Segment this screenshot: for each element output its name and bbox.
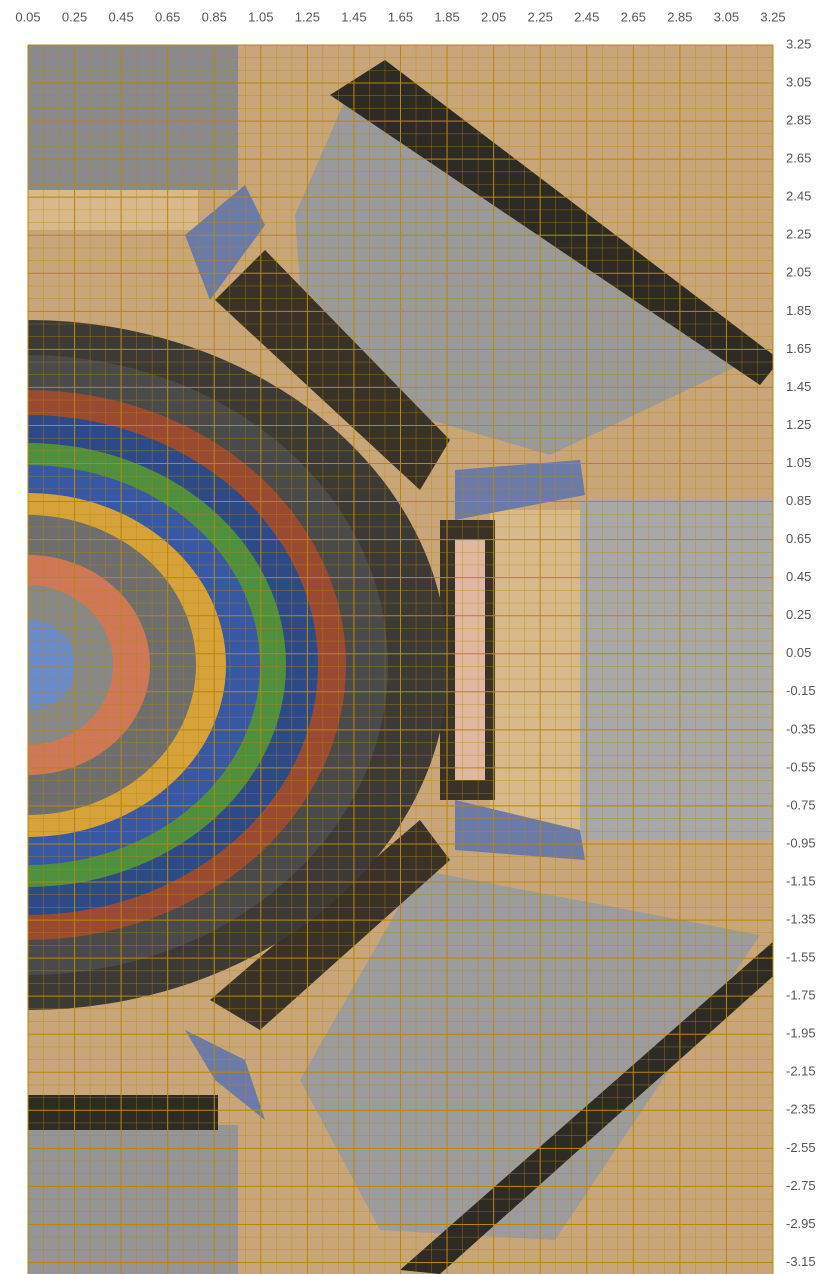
y-tick-label: 0.85	[786, 493, 811, 508]
y-tick-label: -0.75	[786, 797, 816, 812]
x-tick-label: 1.05	[248, 9, 273, 24]
y-tick-label: -0.15	[786, 683, 816, 698]
y-tick-label: 0.25	[786, 607, 811, 622]
y-tick-label: 2.05	[786, 265, 811, 280]
y-tick-label: 2.25	[786, 227, 811, 242]
y-tick-label: 0.05	[786, 645, 811, 660]
x-tick-label: 0.25	[62, 9, 87, 24]
y-tick-label: -1.35	[786, 912, 816, 927]
y-tick-label: 0.45	[786, 569, 811, 584]
y-tick-label: -2.35	[786, 1102, 816, 1117]
y-tick-label: -1.15	[786, 873, 816, 888]
y-tick-label: -0.35	[786, 721, 816, 736]
x-tick-label: 2.25	[528, 9, 553, 24]
x-tick-label: 1.25	[295, 9, 320, 24]
y-tick-label: 1.25	[786, 417, 811, 432]
y-tick-label: 1.05	[786, 455, 811, 470]
y-tick-label: 1.65	[786, 341, 811, 356]
y-tick-label: 3.05	[786, 74, 811, 89]
x-tick-label: 2.05	[481, 9, 506, 24]
x-tick-label: 1.85	[434, 9, 459, 24]
x-tick-label: 2.45	[574, 9, 599, 24]
x-tick-label: 0.05	[15, 9, 40, 24]
y-tick-label: -2.95	[786, 1216, 816, 1231]
y-tick-label: -0.55	[786, 759, 816, 774]
y-tick-label: 2.85	[786, 113, 811, 128]
x-tick-label: 0.85	[202, 9, 227, 24]
contour-surface	[28, 45, 773, 1274]
x-tick-label: 0.45	[108, 9, 133, 24]
y-tick-label: 1.45	[786, 379, 811, 394]
y-tick-label: -2.55	[786, 1140, 816, 1155]
y-tick-label: 0.65	[786, 531, 811, 546]
y-tick-label: -3.15	[786, 1254, 816, 1269]
y-tick-label: -0.95	[786, 835, 816, 850]
x-tick-label: 2.65	[621, 9, 646, 24]
x-tick-label: 3.25	[760, 9, 785, 24]
x-tick-label: 3.05	[714, 9, 739, 24]
x-tick-label: 0.65	[155, 9, 180, 24]
y-tick-label: 2.45	[786, 189, 811, 204]
x-tick-label: 1.65	[388, 9, 413, 24]
y-tick-label: -2.75	[786, 1178, 816, 1193]
y-tick-label: -1.95	[786, 1026, 816, 1041]
y-tick-label: 1.85	[786, 303, 811, 318]
y-tick-label: -1.75	[786, 988, 816, 1003]
y-tick-label: -1.55	[786, 950, 816, 965]
y-tick-label: 3.25	[786, 36, 811, 51]
y-tick-label: 2.65	[786, 151, 811, 166]
grid	[27, 44, 774, 1274]
y-tick-label: -2.15	[786, 1064, 816, 1079]
x-tick-label: 2.85	[667, 9, 692, 24]
x-tick-label: 1.45	[341, 9, 366, 24]
